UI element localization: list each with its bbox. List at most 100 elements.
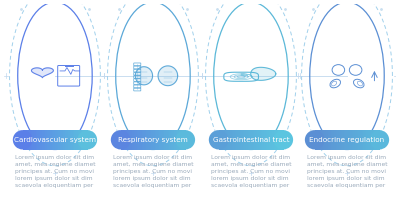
Bar bbox=[138, 130, 140, 150]
Text: Lorem ipsum dolor sit dim
amet, mea regione diamet
principes at. Cum no movi
lor: Lorem ipsum dolor sit dim amet, mea regi… bbox=[307, 155, 388, 188]
Bar bbox=[171, 130, 173, 150]
Bar bbox=[143, 130, 145, 150]
Bar bbox=[82, 130, 84, 150]
Bar bbox=[345, 130, 347, 150]
Bar bbox=[76, 130, 78, 150]
Bar bbox=[127, 130, 129, 150]
Bar bbox=[63, 130, 65, 150]
Bar bbox=[158, 130, 160, 150]
Bar bbox=[55, 130, 57, 150]
Ellipse shape bbox=[111, 130, 130, 150]
Bar bbox=[53, 130, 55, 150]
Text: Endocrine regulation: Endocrine regulation bbox=[310, 137, 384, 143]
Bar bbox=[249, 130, 251, 150]
Bar bbox=[267, 130, 269, 150]
Bar bbox=[45, 130, 47, 150]
Bar bbox=[73, 130, 75, 150]
Bar bbox=[370, 130, 372, 150]
Bar bbox=[272, 130, 274, 150]
Bar bbox=[376, 130, 378, 150]
Ellipse shape bbox=[274, 130, 293, 150]
Bar bbox=[31, 130, 33, 150]
Bar bbox=[334, 130, 336, 150]
Bar bbox=[236, 130, 238, 150]
Bar bbox=[344, 130, 346, 150]
Bar bbox=[180, 130, 182, 150]
Bar bbox=[81, 130, 83, 150]
Ellipse shape bbox=[78, 130, 97, 150]
Polygon shape bbox=[158, 66, 178, 86]
Bar bbox=[177, 130, 179, 150]
Bar bbox=[225, 130, 227, 150]
Bar bbox=[74, 130, 76, 150]
Bar bbox=[52, 130, 54, 150]
Bar bbox=[160, 130, 162, 150]
Bar bbox=[354, 130, 356, 150]
Bar bbox=[362, 130, 364, 150]
Bar bbox=[26, 130, 28, 150]
Bar bbox=[161, 130, 163, 150]
Bar bbox=[366, 130, 368, 150]
Bar bbox=[270, 130, 272, 150]
Bar bbox=[342, 130, 344, 150]
Bar bbox=[320, 130, 322, 150]
Bar bbox=[340, 130, 342, 150]
Bar bbox=[134, 130, 136, 150]
Bar bbox=[142, 130, 144, 150]
Text: Lorem ipsum dolor sit dim
amet, mea regione diamet
principes at. Cum no movi
lor: Lorem ipsum dolor sit dim amet, mea regi… bbox=[113, 155, 194, 188]
Bar bbox=[337, 130, 339, 150]
Bar bbox=[355, 130, 357, 150]
Bar bbox=[316, 130, 318, 150]
Bar bbox=[258, 130, 260, 150]
Bar bbox=[132, 130, 134, 150]
Bar bbox=[121, 130, 123, 150]
Bar bbox=[264, 130, 266, 150]
Bar bbox=[65, 130, 67, 150]
Bar bbox=[280, 130, 282, 150]
Bar bbox=[169, 130, 171, 150]
Bar bbox=[71, 130, 73, 150]
Bar bbox=[153, 130, 155, 150]
Bar bbox=[62, 130, 64, 150]
Bar bbox=[232, 130, 234, 150]
Bar bbox=[79, 130, 81, 150]
Bar bbox=[233, 130, 235, 150]
Bar bbox=[246, 130, 248, 150]
Bar bbox=[251, 130, 253, 150]
Bar bbox=[230, 130, 232, 150]
Bar bbox=[261, 130, 263, 150]
Text: Gastrointestinal tract: Gastrointestinal tract bbox=[213, 137, 289, 143]
Bar bbox=[339, 130, 341, 150]
Bar bbox=[358, 130, 360, 150]
Bar bbox=[44, 130, 46, 150]
Bar bbox=[28, 130, 30, 150]
Bar bbox=[40, 130, 42, 150]
Bar bbox=[321, 130, 323, 150]
Ellipse shape bbox=[209, 130, 228, 150]
Bar bbox=[248, 130, 250, 150]
Bar bbox=[254, 130, 256, 150]
Bar bbox=[347, 130, 349, 150]
Bar bbox=[228, 130, 230, 150]
Bar bbox=[269, 130, 271, 150]
Bar bbox=[324, 130, 326, 150]
Ellipse shape bbox=[370, 130, 389, 150]
Bar bbox=[39, 130, 41, 150]
Bar bbox=[58, 130, 60, 150]
Bar bbox=[56, 130, 58, 150]
Bar bbox=[145, 130, 147, 150]
Bar bbox=[238, 130, 240, 150]
Bar bbox=[262, 130, 264, 150]
Bar bbox=[349, 130, 351, 150]
Bar bbox=[151, 130, 153, 150]
Bar bbox=[176, 130, 178, 150]
Bar bbox=[179, 130, 181, 150]
Bar bbox=[368, 130, 370, 150]
Bar bbox=[350, 130, 352, 150]
Bar bbox=[275, 130, 277, 150]
Ellipse shape bbox=[176, 130, 195, 150]
Bar bbox=[240, 130, 242, 150]
Bar bbox=[32, 130, 34, 150]
Bar bbox=[140, 130, 142, 150]
Bar bbox=[326, 130, 328, 150]
